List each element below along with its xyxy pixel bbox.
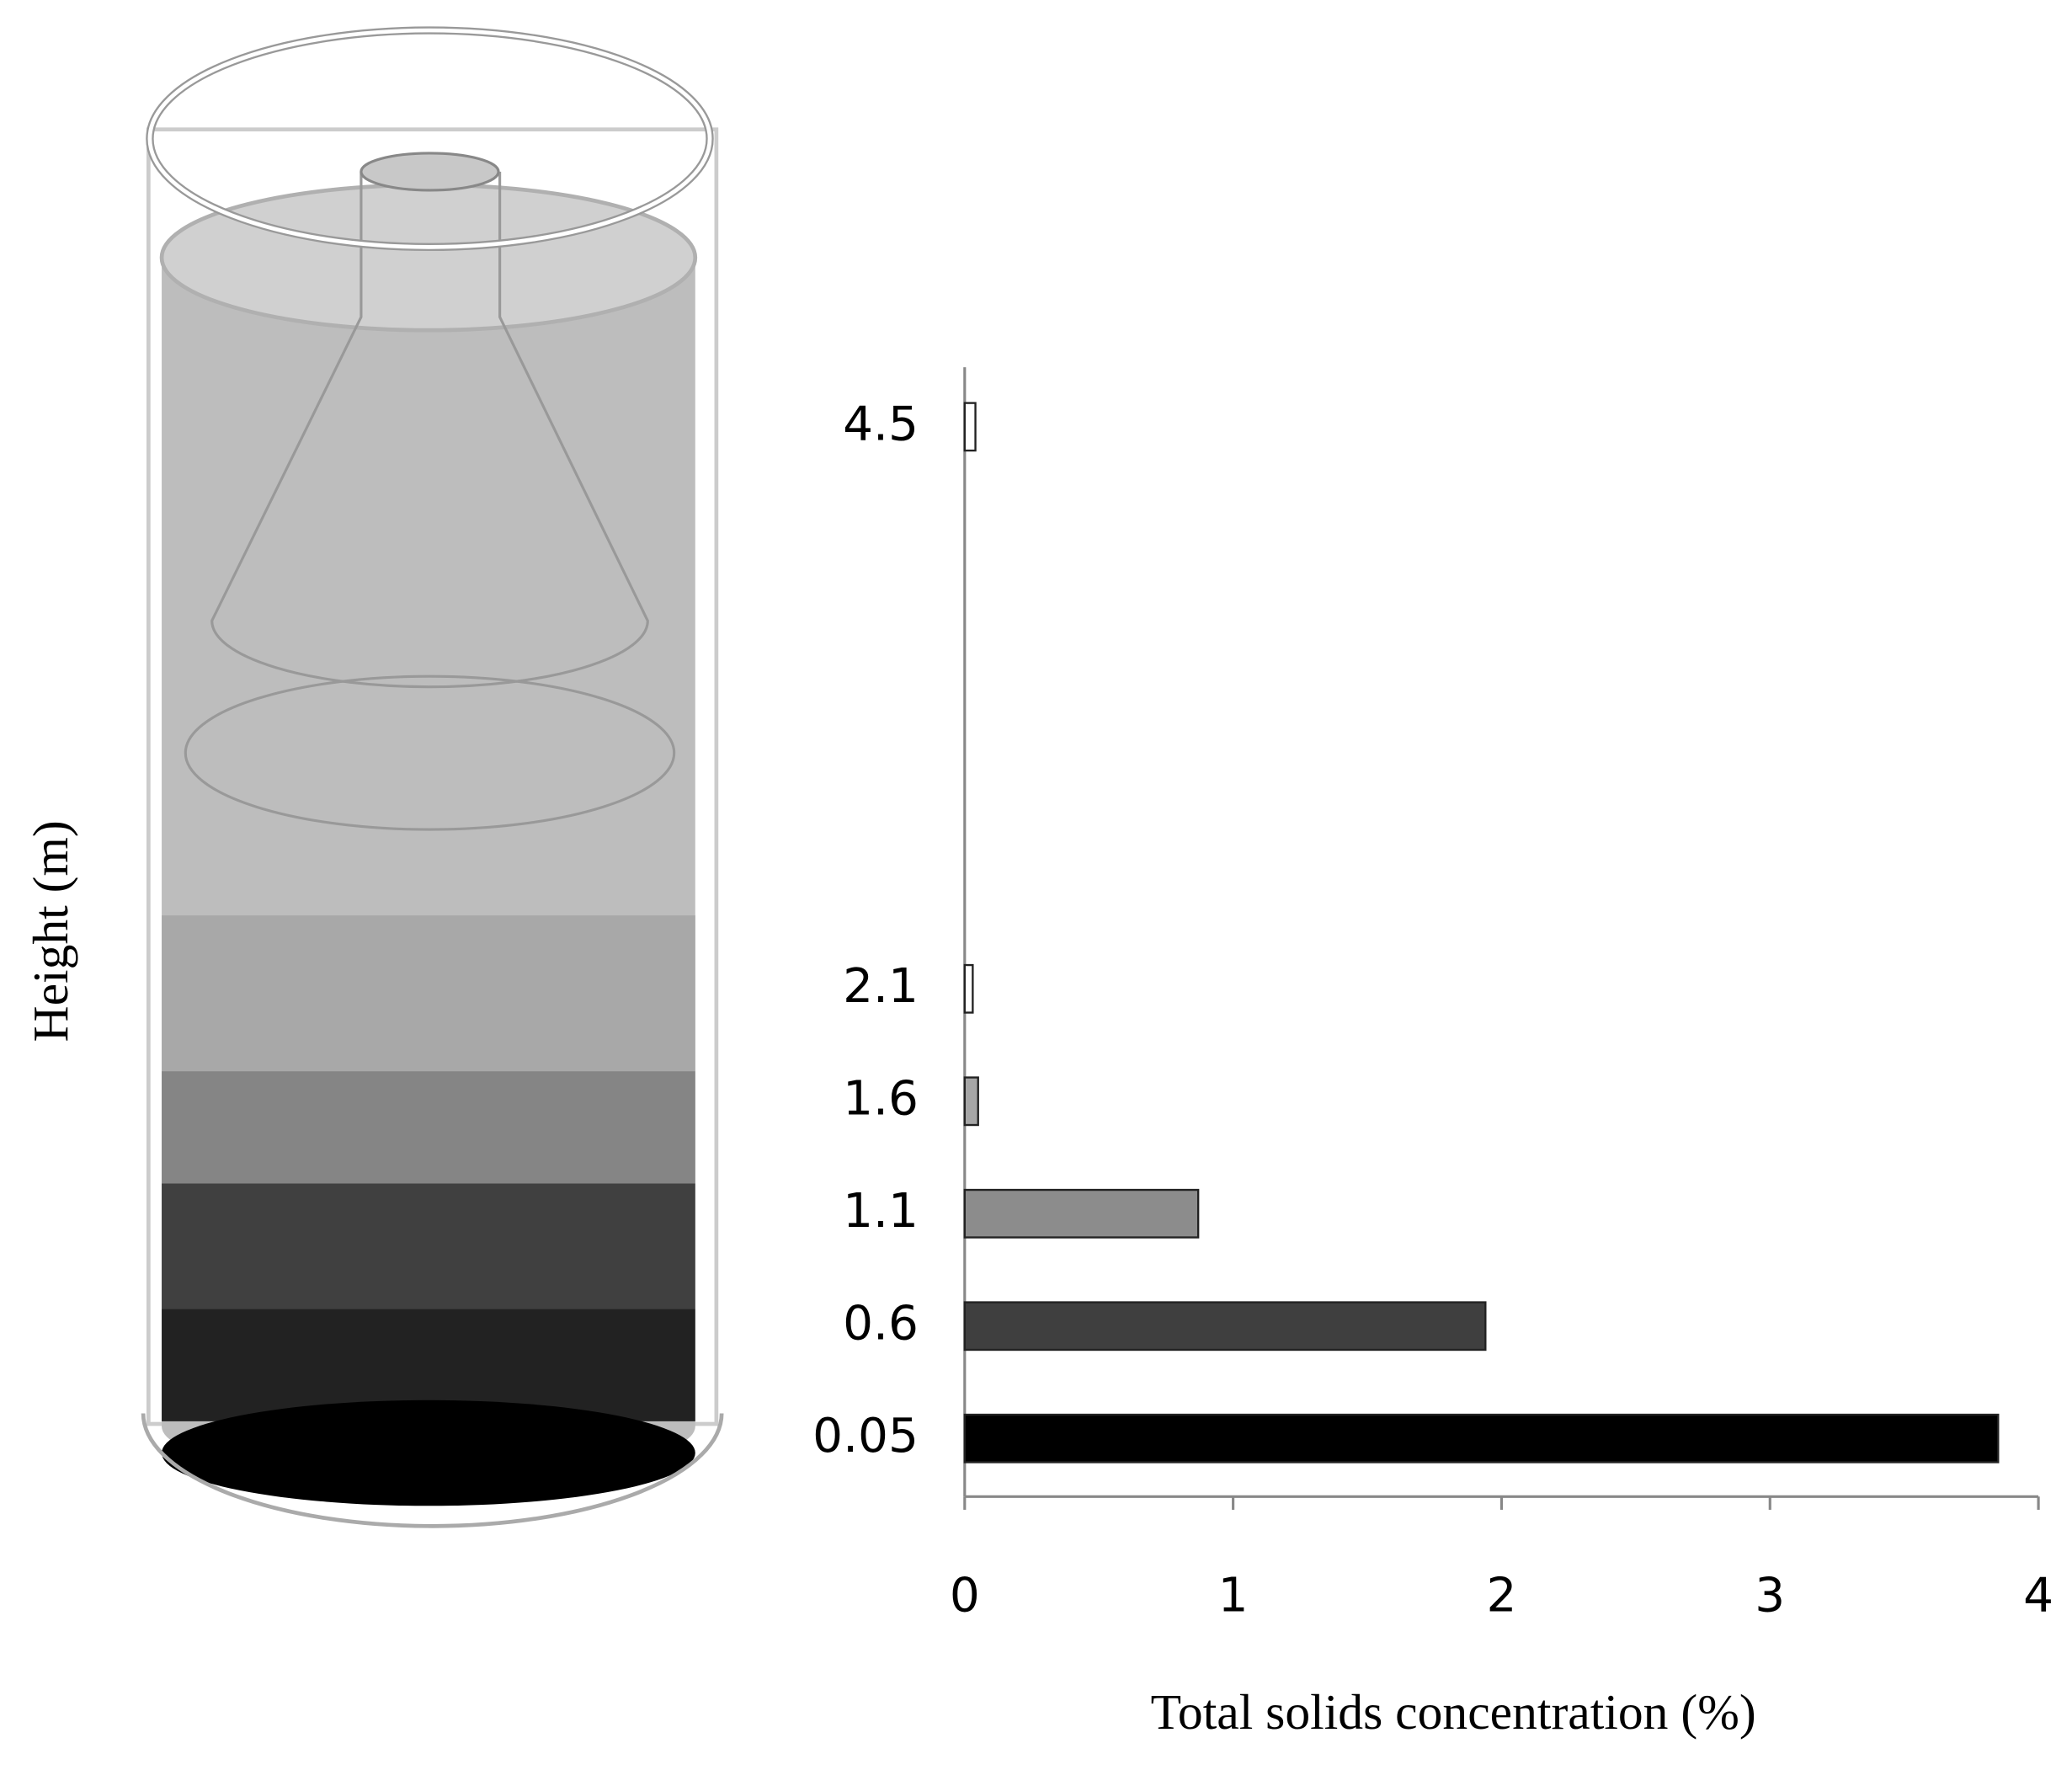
base-rim	[141, 1413, 724, 1528]
x-tick-label: 2	[1486, 1569, 1516, 1623]
band	[162, 1071, 695, 1184]
ring	[184, 674, 676, 831]
pipe-top	[360, 152, 500, 192]
bar	[963, 1076, 979, 1127]
y-tick-label: 0.05	[812, 1409, 919, 1463]
x-tick-label: 0	[950, 1569, 980, 1623]
y-tick-label: 4.5	[843, 397, 919, 451]
band	[162, 915, 695, 1072]
cone	[210, 171, 649, 689]
y-tick-label: 0.6	[843, 1296, 919, 1351]
bar	[963, 963, 974, 1014]
x-tick-label: 3	[1755, 1569, 1785, 1623]
x-axis-title: Total solids concentration (%)	[1151, 1684, 1756, 1740]
bar	[963, 1413, 2000, 1463]
bar	[963, 1301, 1487, 1351]
x-tick-label: 4	[2023, 1569, 2053, 1623]
rim-inner	[147, 28, 712, 249]
liquid-surface	[159, 183, 698, 333]
band	[162, 1183, 695, 1309]
x-tick-label: 1	[1218, 1569, 1249, 1623]
bar	[963, 402, 977, 452]
tank-illustration	[141, 26, 724, 1528]
y-tick-label: 2.1	[843, 959, 919, 1014]
bar	[963, 1188, 1200, 1239]
bottom	[162, 1399, 695, 1506]
y-tick-label: 1.6	[843, 1071, 919, 1126]
y-axis-title: Height (m)	[23, 820, 78, 1042]
y-tick-label: 1.1	[843, 1184, 919, 1239]
